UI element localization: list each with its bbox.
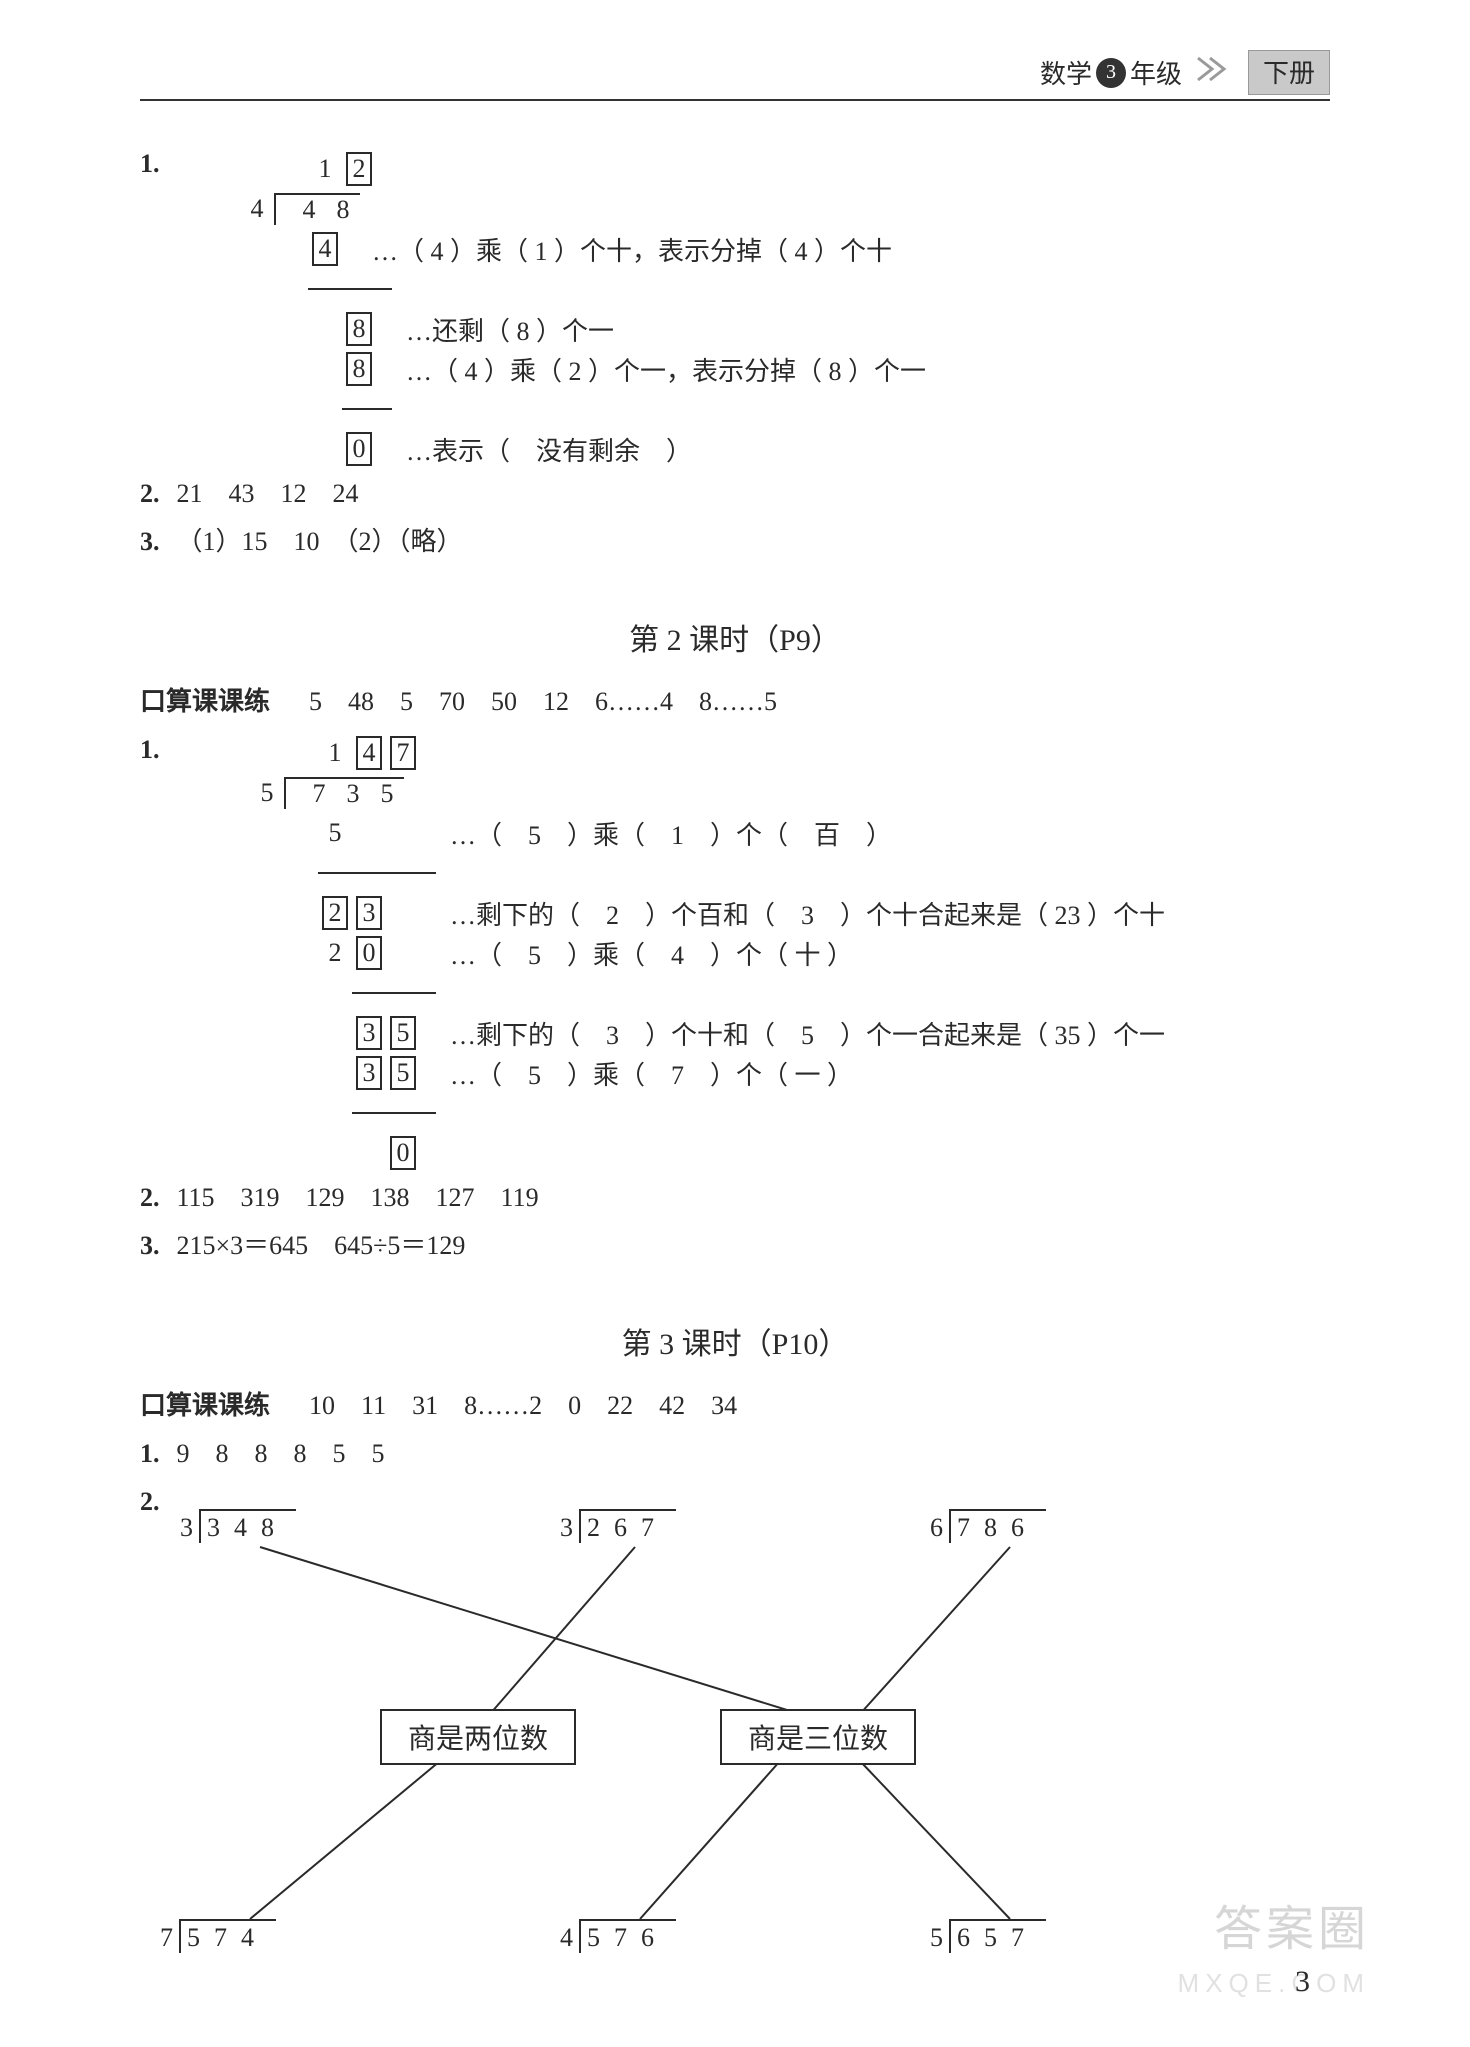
step-box: 5 (390, 1016, 416, 1050)
q-number: 2. (140, 471, 170, 517)
long-division-2: 1 4 7 5 7 3 5 5 …（ 5 ）乘（ 1 ）个（ 百 ） 2 3 (250, 733, 1330, 1173)
divisor: 5 (250, 778, 284, 808)
match-line (640, 1761, 780, 1919)
mental-label: 口算课课练 (140, 1391, 270, 1420)
l3-q1: 1. 9 8 8 8 5 5 (140, 1431, 1330, 1477)
dividend-digit: 5 (370, 779, 404, 809)
step-note: …剩下的（ 2 ）个百和（ 3 ）个十合起来是（ 23 ）个十 (450, 895, 1165, 932)
dividend-digit: 7 (302, 779, 336, 809)
mental-line: 口算课课练 5 48 5 70 50 12 6……4 8……5 (140, 679, 1330, 725)
header-text: 数学 3 年级 下册 (1040, 50, 1330, 95)
mental-label: 口算课课练 (140, 687, 270, 716)
category-box-three-digit: 商是三位数 (720, 1709, 916, 1765)
l2-q2: 2. 115 319 129 138 127 119 (140, 1175, 1330, 1221)
match-line (860, 1761, 1010, 1919)
match-line (250, 1761, 440, 1919)
step-box: 3 (356, 896, 382, 930)
quot-box: 4 (356, 736, 382, 770)
page-root: 数学 3 年级 下册 1. 1 2 4 4 8 (0, 0, 1470, 2039)
dividend-digit: 4 (292, 195, 326, 225)
l2-q2-answers: 115 319 129 138 127 119 (177, 1183, 539, 1212)
step-note: …还剩（ 8 ）个一 (406, 311, 614, 348)
l2-q3: 3. 215×3＝645 645÷5＝129 (140, 1223, 1330, 1269)
step-box: 2 (322, 896, 348, 930)
step-note: …（ 5 ）乘（ 7 ）个（ 一 ） (450, 1055, 853, 1092)
step-note: …（ 5 ）乘（ 1 ）个（ 百 ） (450, 815, 892, 852)
step-box: 8 (346, 352, 372, 386)
subject-label: 数学 (1040, 54, 1092, 91)
quot-digit: 1 (308, 154, 342, 184)
q-number: 1. (140, 141, 170, 187)
volume-box: 下册 (1248, 50, 1330, 95)
step-val: 5 (318, 818, 352, 848)
step-box: 0 (356, 936, 382, 970)
q-number: 2. (140, 1175, 170, 1221)
step-note: …（ 4 ）乘（ 2 ）个一，表示分掉（ 8 ）个一 (406, 351, 926, 388)
step-val: 2 (318, 938, 352, 968)
step-box: 4 (312, 232, 338, 266)
q3-line: 3. （1）15 10 （2）（略） (140, 519, 1330, 565)
quot-digit: 1 (318, 738, 352, 768)
step-box: 0 (346, 432, 372, 466)
mental-answers: 5 48 5 70 50 12 6……4 8……5 (309, 687, 777, 716)
dividend-digit: 3 (336, 779, 370, 809)
step-note: …剩下的（ 3 ）个十和（ 5 ）个一合起来是（ 35 ）个一 (450, 1015, 1165, 1052)
step-box: 5 (390, 1056, 416, 1090)
lesson3-title: 第 3 课时（P10） (140, 1319, 1330, 1363)
q-number: 1. (140, 727, 170, 773)
q-number: 3. (140, 519, 170, 565)
step-box: 3 (356, 1056, 382, 1090)
step-box: 0 (390, 1136, 416, 1170)
q3-answers: （1）15 10 （2）（略） (177, 527, 463, 556)
step-note: …（ 5 ）乘（ 4 ）个（ 十 ） (450, 935, 853, 972)
dividend-digit: 8 (326, 195, 360, 225)
match-line (490, 1547, 635, 1714)
category-box-two-digit: 商是两位数 (380, 1709, 576, 1765)
lesson2-title: 第 2 课时（P9） (140, 615, 1330, 659)
divisor: 4 (240, 194, 274, 224)
step-note: …表示（ 没有剩余 ） (406, 431, 692, 468)
step-note: …（ 4 ）乘（ 1 ）个十，表示分掉（ 4 ）个十 (372, 231, 892, 268)
matching-chart: 334832676786757445765657商是两位数商是三位数 (140, 1499, 1240, 1979)
l2-q3-answers: 215×3＝645 645÷5＝129 (177, 1231, 466, 1260)
q2-line: 2. 21 43 12 24 (140, 471, 1330, 517)
step-box: 8 (346, 312, 372, 346)
match-line (260, 1547, 800, 1714)
q2-answers: 21 43 12 24 (177, 479, 359, 508)
l3-mental: 口算课课练 10 11 31 8……2 0 22 42 34 (140, 1383, 1330, 1429)
q-number: 1. (140, 1431, 170, 1477)
quot-box: 7 (390, 736, 416, 770)
step-box: 3 (356, 1016, 382, 1050)
l3-q1-answers: 9 8 8 8 5 5 (177, 1439, 385, 1468)
grade-number: 3 (1096, 58, 1126, 88)
chevron-icon (1196, 56, 1234, 89)
connection-lines (140, 1499, 1240, 1979)
grade-suffix: 年级 (1130, 54, 1182, 91)
long-division-1: 1 2 4 4 8 4 …（ 4 ）乘（ 1 ）个十，表示分掉（ 4 ）个十 8… (240, 149, 1330, 469)
page-number: 3 (1295, 1965, 1310, 1999)
q-number: 3. (140, 1223, 170, 1269)
match-line (860, 1547, 1010, 1714)
l3-mental-answers: 10 11 31 8……2 0 22 42 34 (309, 1391, 737, 1420)
page-header: 数学 3 年级 下册 (140, 50, 1330, 101)
quot-digit-box: 2 (346, 152, 372, 186)
